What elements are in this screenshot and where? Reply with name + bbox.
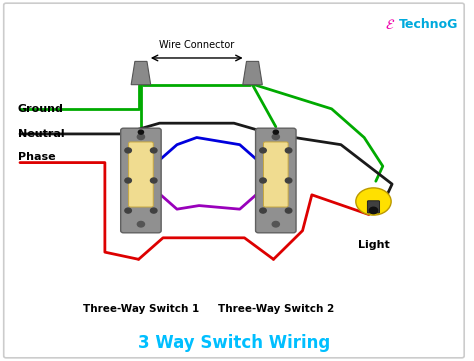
Circle shape [137, 134, 145, 140]
Text: Ground: Ground [18, 104, 64, 114]
Circle shape [285, 208, 292, 213]
Circle shape [260, 178, 266, 183]
FancyBboxPatch shape [128, 142, 153, 207]
Circle shape [272, 134, 279, 140]
Text: Phase: Phase [18, 152, 55, 162]
Circle shape [125, 148, 131, 153]
Text: Wire Connector: Wire Connector [159, 40, 234, 50]
FancyBboxPatch shape [121, 128, 161, 233]
Text: Light: Light [357, 240, 389, 250]
Circle shape [150, 208, 157, 213]
Text: TechnoG: TechnoG [399, 18, 458, 31]
Circle shape [356, 188, 391, 215]
Circle shape [137, 221, 145, 227]
Circle shape [369, 207, 378, 214]
Polygon shape [131, 61, 151, 85]
Circle shape [285, 148, 292, 153]
Circle shape [273, 130, 278, 134]
Circle shape [272, 221, 279, 227]
Circle shape [125, 178, 131, 183]
Circle shape [150, 148, 157, 153]
FancyBboxPatch shape [255, 128, 296, 233]
Circle shape [138, 130, 144, 134]
Circle shape [260, 208, 266, 213]
Circle shape [285, 178, 292, 183]
Text: $\mathcal{E}$: $\mathcal{E}$ [385, 18, 395, 31]
Circle shape [260, 148, 266, 153]
FancyBboxPatch shape [367, 201, 380, 213]
FancyBboxPatch shape [264, 142, 288, 207]
Text: Three-Way Switch 1: Three-Way Switch 1 [83, 304, 199, 314]
Circle shape [150, 178, 157, 183]
Circle shape [125, 208, 131, 213]
FancyBboxPatch shape [4, 3, 464, 358]
Text: 3 Way Switch Wiring: 3 Way Switch Wiring [138, 335, 330, 352]
Polygon shape [243, 61, 262, 85]
Text: Three-Way Switch 2: Three-Way Switch 2 [218, 304, 334, 314]
Text: Neutral: Neutral [18, 129, 64, 139]
